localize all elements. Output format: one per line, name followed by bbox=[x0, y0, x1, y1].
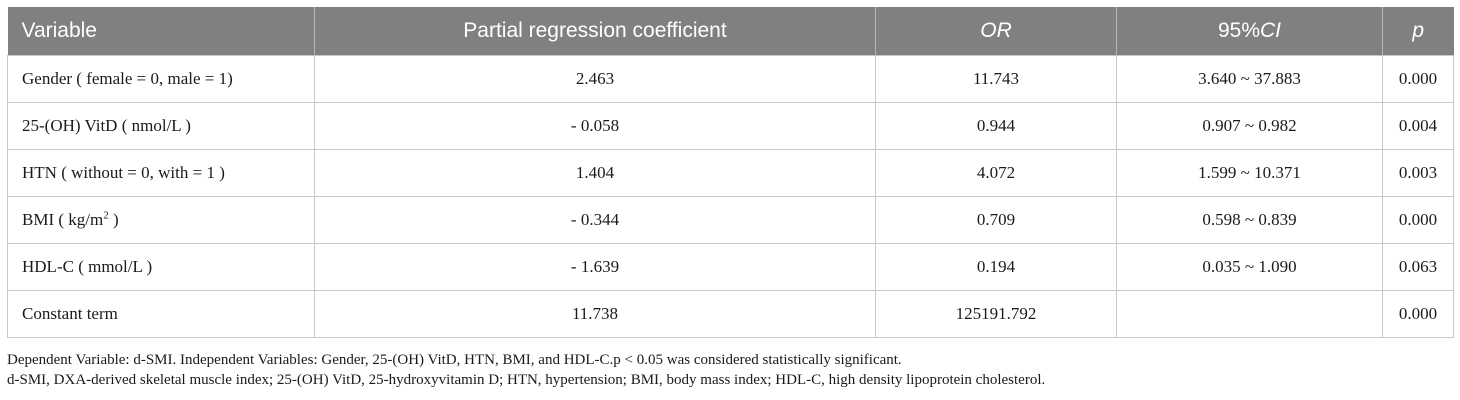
cell-or: 125191.792 bbox=[875, 290, 1117, 338]
table-row: HTN ( without = 0, with = 1 ) 1.404 4.07… bbox=[7, 149, 1454, 197]
cell-coefficient: 1.404 bbox=[314, 149, 876, 197]
table-row: BMI ( kg/m2 ) - 0.344 0.709 0.598 ~ 0.83… bbox=[7, 196, 1454, 244]
header-variable: Variable bbox=[7, 7, 315, 56]
cell-ci: 3.640 ~ 37.883 bbox=[1116, 55, 1383, 103]
regression-table-container: Variable Partial regression coefficient … bbox=[7, 7, 1454, 338]
cell-ci: 0.907 ~ 0.982 bbox=[1116, 102, 1383, 150]
cell-coefficient: - 0.344 bbox=[314, 196, 876, 244]
cell-coefficient: - 1.639 bbox=[314, 243, 876, 291]
cell-or: 11.743 bbox=[875, 55, 1117, 103]
cell-p: 0.004 bbox=[1382, 102, 1454, 150]
cell-variable: HTN ( without = 0, with = 1 ) bbox=[7, 149, 315, 197]
header-coefficient: Partial regression coefficient bbox=[314, 7, 876, 56]
table-row: Gender ( female = 0, male = 1) 2.463 11.… bbox=[7, 55, 1454, 103]
cell-coefficient: 11.738 bbox=[314, 290, 876, 338]
cell-p: 0.003 bbox=[1382, 149, 1454, 197]
cell-variable: Constant term bbox=[7, 290, 315, 338]
footnote-line-2: d-SMI, DXA-derived skeletal muscle index… bbox=[7, 372, 1046, 388]
table-row: Constant term 11.738 125191.792 0.000 bbox=[7, 290, 1454, 338]
cell-ci: 0.598 ~ 0.839 bbox=[1116, 196, 1383, 244]
header-or-text: OR bbox=[980, 19, 1012, 42]
table-row: 25-(OH) VitD ( nmol/L ) - 0.058 0.944 0.… bbox=[7, 102, 1454, 150]
header-p: p bbox=[1382, 7, 1454, 56]
cell-or: 0.709 bbox=[875, 196, 1117, 244]
cell-p: 0.000 bbox=[1382, 55, 1454, 103]
header-ci-prefix: 95% bbox=[1217, 19, 1261, 42]
cell-ci: 0.035 ~ 1.090 bbox=[1116, 243, 1383, 291]
cell-p: 0.063 bbox=[1382, 243, 1454, 291]
header-or: OR bbox=[875, 7, 1117, 56]
cell-coefficient: 2.463 bbox=[314, 55, 876, 103]
cell-ci: 1.599 ~ 10.371 bbox=[1116, 149, 1383, 197]
cell-variable-suffix: ) bbox=[108, 210, 119, 229]
cell-or: 0.194 bbox=[875, 243, 1117, 291]
header-ci-suffix: CI bbox=[1260, 19, 1282, 42]
header-ci: 95%CI bbox=[1116, 7, 1383, 56]
cell-p: 0.000 bbox=[1382, 196, 1454, 244]
cell-variable: BMI ( kg/m2 ) bbox=[7, 196, 315, 244]
cell-variable: 25-(OH) VitD ( nmol/L ) bbox=[7, 102, 315, 150]
cell-variable-sup: 2 bbox=[103, 209, 109, 222]
footnote-line-1: Dependent Variable: d-SMI. Independent V… bbox=[7, 352, 902, 368]
cell-p: 0.000 bbox=[1382, 290, 1454, 338]
cell-coefficient: - 0.058 bbox=[314, 102, 876, 150]
cell-or: 0.944 bbox=[875, 102, 1117, 150]
table-header-row: Variable Partial regression coefficient … bbox=[7, 7, 1454, 56]
table-row: HDL-C ( mmol/L ) - 1.639 0.194 0.035 ~ 1… bbox=[7, 243, 1454, 291]
header-p-text: p bbox=[1412, 19, 1425, 42]
cell-or: 4.072 bbox=[875, 149, 1117, 197]
cell-variable-prefix: BMI ( kg/m bbox=[22, 210, 104, 229]
cell-ci bbox=[1116, 290, 1383, 338]
regression-table: Variable Partial regression coefficient … bbox=[7, 7, 1454, 338]
cell-variable: HDL-C ( mmol/L ) bbox=[7, 243, 315, 291]
table-footnotes: Dependent Variable: d-SMI. Independent V… bbox=[7, 350, 1453, 390]
cell-variable: Gender ( female = 0, male = 1) bbox=[7, 55, 315, 103]
